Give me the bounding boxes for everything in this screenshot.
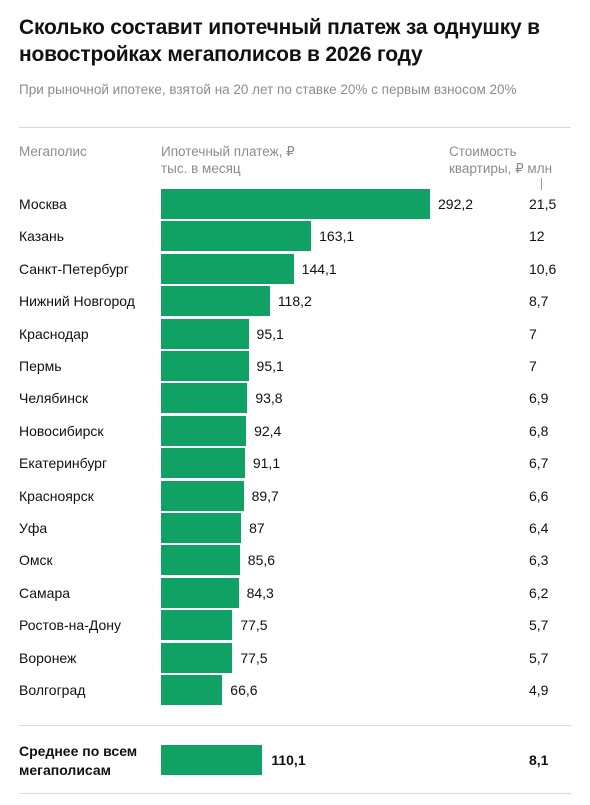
city-label: Казань [19, 228, 65, 245]
payment-bar [161, 448, 245, 479]
table-row: Челябинск 93,8 6,9 [0, 382, 590, 414]
table-row: Пермь 95,1 7 [0, 350, 590, 382]
city-label: Челябинск [19, 390, 89, 407]
payment-value-label: 85,6 [247, 552, 276, 569]
city-label: Самара [19, 584, 71, 601]
city-label: Омск [19, 552, 53, 569]
city-label: Санкт-Петербург [19, 260, 129, 277]
table-row: Самара 84,3 6,2 [0, 577, 590, 609]
divider-bottom [19, 793, 571, 794]
price-value-label: 8,7 [529, 293, 549, 310]
chart-subtitle: При рыночной ипотеке, взятой на 20 лет п… [19, 82, 517, 97]
payment-value-label: 95,1 [256, 358, 284, 374]
payment-bar [161, 577, 239, 608]
price-value-label: 6,8 [529, 422, 549, 439]
table-row: Москва 292,2 21,5 [0, 188, 590, 220]
payment-value-label: 118,2 [277, 293, 312, 310]
price-value-label: 5,7 [529, 617, 549, 634]
table-row: Волгоград 66,6 4,9 [0, 674, 590, 706]
price-header-tick [541, 178, 542, 190]
payment-bar [161, 286, 270, 317]
table-row: Воронеж 77,5 5,7 [0, 642, 590, 674]
city-label: Уфа [19, 520, 48, 536]
payment-value-label: 163,1 [319, 228, 355, 245]
price-value-label: 6,7 [529, 455, 549, 472]
payment-bar [161, 253, 294, 284]
price-value-label: 6,2 [529, 584, 549, 601]
header-price: Стоимость квартиры, ₽ млн [449, 144, 553, 176]
payment-bar [161, 221, 312, 252]
payment-bar [161, 642, 233, 673]
price-value-label: 21,5 [529, 196, 557, 212]
payment-bar [161, 480, 244, 511]
payment-value-label: 144,1 [301, 260, 337, 277]
table-row: Екатеринбург 91,1 6,7 [0, 447, 590, 479]
payment-bar [161, 545, 240, 576]
payment-bar [161, 675, 223, 705]
payment-value-label: 93,8 [255, 390, 283, 407]
payment-value-label: 89,7 [251, 487, 279, 504]
header-payment: Ипотечный платеж, ₽ тыс. в месяц [161, 144, 295, 176]
payment-bar [161, 318, 249, 349]
payment-bar [161, 415, 247, 446]
city-label: Краснодар [19, 325, 89, 342]
payment-value-label: 91,1 [252, 455, 281, 472]
payment-value-label: 292,2 [438, 196, 474, 212]
payment-bar [161, 513, 242, 543]
table-row: Новосибирск 92,4 6,8 [0, 415, 590, 447]
city-label: Москва [19, 196, 67, 212]
payment-bar [161, 351, 249, 381]
chart-title: Сколько составит ипотечный платеж за одн… [19, 16, 540, 66]
table-row: Красноярск 89,7 6,6 [0, 480, 590, 512]
divider-top [19, 127, 571, 128]
header-city: Мегаполис [19, 144, 87, 159]
payment-value-label: 66,6 [230, 682, 258, 698]
table-row: Казань 163,1 12 [0, 220, 590, 252]
price-value-label: 6,3 [529, 552, 549, 569]
table-row: Нижний Новгород 118,2 8,7 [0, 285, 590, 317]
payment-bar [161, 189, 430, 219]
city-label: Пермь [19, 358, 62, 374]
table-row: Омск 85,6 6,3 [0, 544, 590, 576]
price-value-label: 6,6 [529, 487, 549, 504]
table-row: Санкт-Петербург 144,1 10,6 [0, 253, 590, 285]
price-value-label: 6,4 [529, 520, 549, 536]
price-value-label: 10,6 [529, 260, 557, 277]
city-label: Волгоград [19, 682, 86, 698]
city-label: Нижний Новгород [19, 293, 135, 310]
average-payment-label: 110,1 [271, 752, 306, 768]
price-value-label: 6,9 [529, 390, 549, 407]
payment-value-label: 95,1 [256, 325, 284, 342]
payment-value-label: 87 [249, 520, 265, 536]
city-label: Екатеринбург [19, 455, 108, 472]
table-row: Уфа 87 6,4 [0, 512, 590, 544]
average-label: Среднее по всем мегаполисам [19, 743, 138, 778]
price-value-label: 12 [529, 228, 545, 245]
table-row: Ростов-на-Дону 77,5 5,7 [0, 609, 590, 641]
payment-value-label: 84,3 [246, 584, 274, 601]
table-row: Краснодар 95,1 7 [0, 318, 590, 350]
average-bar [161, 745, 263, 775]
city-label: Ростов-на-Дону [19, 617, 121, 634]
payment-value-label: 92,4 [254, 422, 282, 439]
payment-bar [161, 610, 233, 641]
average-price-label: 8,1 [529, 752, 549, 768]
city-label: Воронеж [19, 649, 77, 666]
payment-bar [161, 383, 248, 414]
payment-value-label: 77,5 [240, 617, 268, 634]
payment-value-label: 77,5 [240, 649, 268, 666]
price-value-label: 4,9 [529, 682, 549, 698]
city-label: Красноярск [19, 487, 94, 504]
city-label: Новосибирск [19, 422, 104, 439]
price-value-label: 7 [529, 325, 537, 342]
divider-average [19, 725, 571, 726]
price-value-label: 7 [529, 358, 537, 374]
price-value-label: 5,7 [529, 649, 549, 666]
